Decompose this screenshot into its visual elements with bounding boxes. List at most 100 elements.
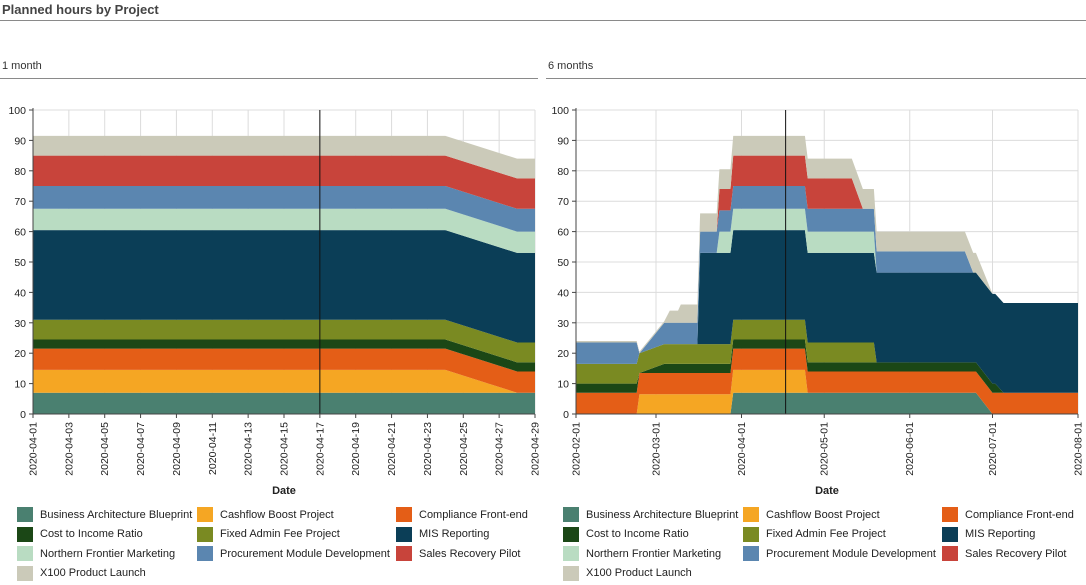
y-tick-label: 90 bbox=[14, 135, 26, 147]
legend-item-business-architecture-blueprint[interactable]: Business Architecture Blueprint bbox=[563, 507, 738, 522]
legend-swatch bbox=[563, 526, 579, 542]
legend-item-business-architecture-blueprint[interactable]: Business Architecture Blueprint bbox=[17, 507, 192, 522]
title-divider bbox=[0, 20, 1086, 21]
area-series-business-architecture-blueprint bbox=[33, 392, 535, 414]
stacked-area-chart-6-months: 0 10 20 30 40 50 60 70 80 90 100 2020-02-01 2020-03-… bbox=[551, 105, 1084, 497]
legend-swatch bbox=[563, 546, 579, 561]
y-tick-label: 40 bbox=[557, 287, 569, 299]
y-tick-label: 100 bbox=[8, 105, 26, 117]
y-tick-label: 50 bbox=[557, 257, 569, 269]
area-series-northern-frontier-marketing bbox=[576, 208, 1078, 364]
area-series-fixed-admin-fee-project bbox=[33, 319, 535, 363]
y-tick-label: 10 bbox=[557, 379, 569, 391]
legend-item-fixed-admin-fee-project[interactable]: Fixed Admin Fee Project bbox=[197, 526, 340, 542]
legend-label: Compliance Front-end bbox=[965, 508, 1074, 521]
x-axis-title: Date bbox=[272, 485, 296, 497]
x-tick-label: 2020-04-23 bbox=[422, 422, 434, 476]
y-tick-label: 80 bbox=[557, 166, 569, 178]
area-series-northern-frontier-marketing bbox=[33, 208, 535, 253]
legend-label: Cashflow Boost Project bbox=[220, 508, 334, 521]
y-tick-label: 80 bbox=[14, 166, 26, 178]
legend-label: X100 Product Launch bbox=[40, 567, 146, 579]
panel-divider-6-months bbox=[546, 78, 1086, 79]
legend-item-northern-frontier-marketing[interactable]: Northern Frontier Marketing bbox=[563, 546, 721, 561]
y-tick-label: 60 bbox=[557, 227, 569, 239]
legend-swatch bbox=[17, 507, 33, 522]
panel-divider-1-month bbox=[0, 78, 538, 79]
legend-item-procurement-module-development[interactable]: Procurement Module Development bbox=[197, 546, 390, 561]
legend-item-x100-product-launch[interactable]: X100 Product Launch bbox=[563, 565, 692, 581]
legend-swatch bbox=[396, 526, 412, 542]
legend-6-months: Business Architecture Blueprint Cashflow … bbox=[546, 506, 1086, 585]
panel-title-1-month: 1 month bbox=[2, 60, 42, 72]
y-tick-label: 0 bbox=[563, 409, 569, 421]
x-tick-label: 2020-04-11 bbox=[207, 422, 219, 475]
area-series-business-architecture-blueprint bbox=[576, 392, 1078, 414]
area-series-cashflow-boost-project bbox=[576, 369, 1078, 414]
legend-swatch bbox=[197, 507, 213, 522]
legend-item-procurement-module-development[interactable]: Procurement Module Development bbox=[743, 546, 936, 561]
legend-item-cost-to-income-ratio[interactable]: Cost to Income Ratio bbox=[563, 526, 689, 542]
legend-item-x100-product-launch[interactable]: X100 Product Launch bbox=[17, 565, 146, 581]
legend-label: Business Architecture Blueprint bbox=[586, 508, 739, 521]
legend-item-cashflow-boost-project[interactable]: Cashflow Boost Project bbox=[743, 507, 880, 522]
legend-label: Compliance Front-end bbox=[419, 508, 528, 521]
legend-label: Fixed Admin Fee Project bbox=[766, 528, 886, 540]
x-tick-label: 2020-02-01 bbox=[571, 422, 583, 476]
y-tick-label: 30 bbox=[14, 318, 26, 330]
legend-swatch bbox=[197, 546, 213, 561]
area-series-sales-recovery-pilot bbox=[33, 155, 535, 209]
legend-swatch bbox=[743, 526, 759, 542]
legend-label: Sales Recovery Pilot bbox=[965, 547, 1067, 560]
legend-label: Northern Frontier Marketing bbox=[40, 547, 176, 560]
x-tick-label: 2020-04-19 bbox=[350, 422, 362, 476]
x-tick-label: 2020-04-29 bbox=[530, 422, 542, 476]
legend-item-mis-reporting[interactable]: MIS Reporting bbox=[942, 526, 1035, 542]
legend-item-sales-recovery-pilot[interactable]: Sales Recovery Pilot bbox=[396, 546, 521, 561]
x-tick-label: 2020-04-07 bbox=[135, 422, 147, 476]
x-tick-label: 2020-04-13 bbox=[243, 422, 255, 476]
legend-label: Business Architecture Blueprint bbox=[40, 508, 193, 521]
area-series-compliance-front-end bbox=[576, 348, 1078, 414]
area-series-cashflow-boost-project bbox=[33, 369, 535, 393]
legend-label: Northern Frontier Marketing bbox=[586, 547, 722, 560]
legend-swatch bbox=[563, 507, 579, 522]
legend-swatch bbox=[396, 507, 412, 522]
x-tick-label: 2020-07-01 bbox=[987, 422, 999, 476]
y-tick-label: 10 bbox=[14, 379, 26, 391]
x-tick-label: 2020-04-25 bbox=[458, 422, 470, 476]
legend-label: X100 Product Launch bbox=[586, 567, 692, 579]
legend-item-compliance-front-end[interactable]: Compliance Front-end bbox=[396, 507, 528, 522]
legend-swatch bbox=[563, 565, 579, 581]
x-tick-label: 2020-04-27 bbox=[494, 422, 506, 476]
legend-swatch bbox=[17, 565, 33, 581]
legend-swatch bbox=[743, 546, 759, 561]
legend-item-northern-frontier-marketing[interactable]: Northern Frontier Marketing bbox=[17, 546, 175, 561]
legend-item-cost-to-income-ratio[interactable]: Cost to Income Ratio bbox=[17, 526, 143, 542]
y-tick-label: 0 bbox=[20, 409, 26, 421]
x-tick-label: 2020-05-01 bbox=[819, 422, 831, 476]
legend-item-mis-reporting[interactable]: MIS Reporting bbox=[396, 526, 489, 542]
legend-swatch bbox=[942, 526, 958, 542]
legend-item-sales-recovery-pilot[interactable]: Sales Recovery Pilot bbox=[942, 546, 1067, 561]
y-tick-label: 60 bbox=[14, 227, 26, 239]
legend-label: Procurement Module Development bbox=[220, 547, 390, 560]
legend-label: Fixed Admin Fee Project bbox=[220, 528, 340, 540]
legend-swatch bbox=[17, 546, 33, 561]
stacked-area-chart-1-month: 0 10 20 30 40 50 60 70 80 90 100 2020-04-01 2020-04-… bbox=[8, 105, 542, 497]
legend-label: Sales Recovery Pilot bbox=[419, 547, 521, 560]
legend-swatch bbox=[197, 526, 213, 542]
x-tick-label: 2020-04-17 bbox=[314, 422, 326, 476]
y-tick-label: 50 bbox=[14, 257, 26, 269]
x-tick-label: 2020-04-03 bbox=[63, 422, 75, 476]
legend-item-compliance-front-end[interactable]: Compliance Front-end bbox=[942, 507, 1074, 522]
y-tick-label: 30 bbox=[557, 318, 569, 330]
area-series-fixed-admin-fee-project bbox=[576, 319, 1078, 393]
legend-item-cashflow-boost-project[interactable]: Cashflow Boost Project bbox=[197, 507, 334, 522]
x-axis-title: Date bbox=[815, 485, 839, 497]
legend-item-fixed-admin-fee-project[interactable]: Fixed Admin Fee Project bbox=[743, 526, 886, 542]
area-series-cost-to-income-ratio bbox=[576, 339, 1078, 393]
y-tick-label: 100 bbox=[551, 105, 569, 117]
area-series-mis-reporting bbox=[33, 230, 535, 343]
y-tick-label: 20 bbox=[14, 348, 26, 360]
